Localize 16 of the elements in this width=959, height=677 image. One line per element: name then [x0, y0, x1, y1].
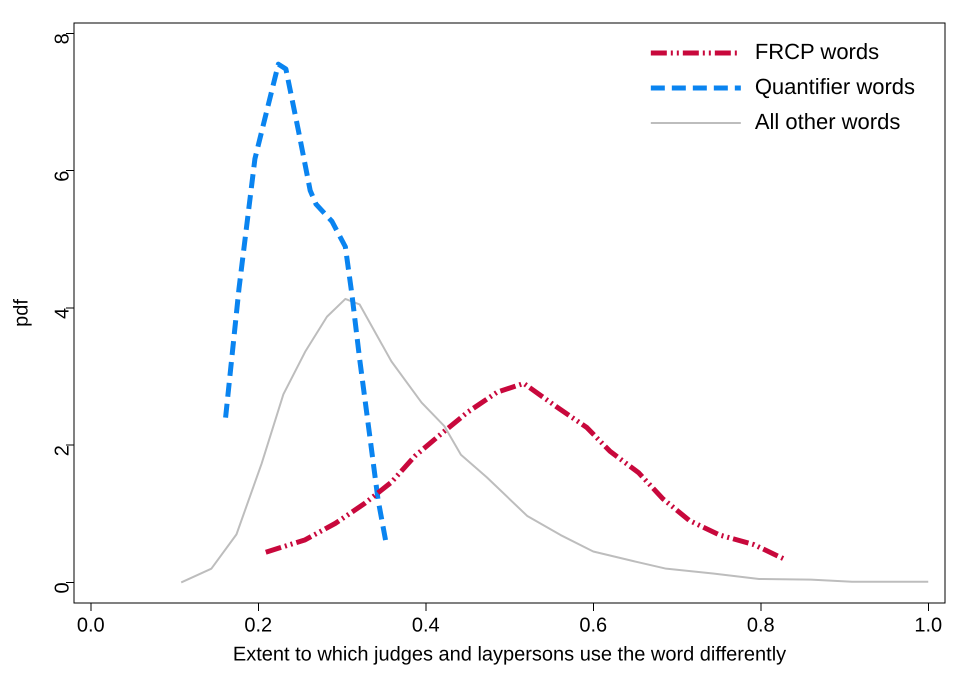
x-tick-label: 1.0	[914, 614, 942, 637]
y-tick-label: 8	[52, 33, 74, 44]
y-tick-label: 4	[52, 308, 74, 319]
y-tick-label: 2	[52, 445, 74, 456]
x-tick-label: 0.0	[76, 614, 105, 637]
x-tick-label: 0.4	[412, 614, 440, 637]
y-tick-label: 0	[52, 582, 74, 594]
x-tick-label: 0.8	[746, 614, 775, 637]
y-axis-title: pdf	[10, 298, 33, 327]
x-tick-label: 0.2	[244, 614, 272, 637]
legend-label: FRCP words	[754, 39, 880, 64]
x-axis-title: Extent to which judges and laypersons use the word differently	[232, 644, 786, 666]
x-tick-label: 0.6	[579, 614, 608, 637]
y-tick-label: 6	[52, 170, 74, 182]
legend-label: Quantifier words	[754, 74, 916, 100]
legend-label: All other words	[754, 109, 900, 134]
